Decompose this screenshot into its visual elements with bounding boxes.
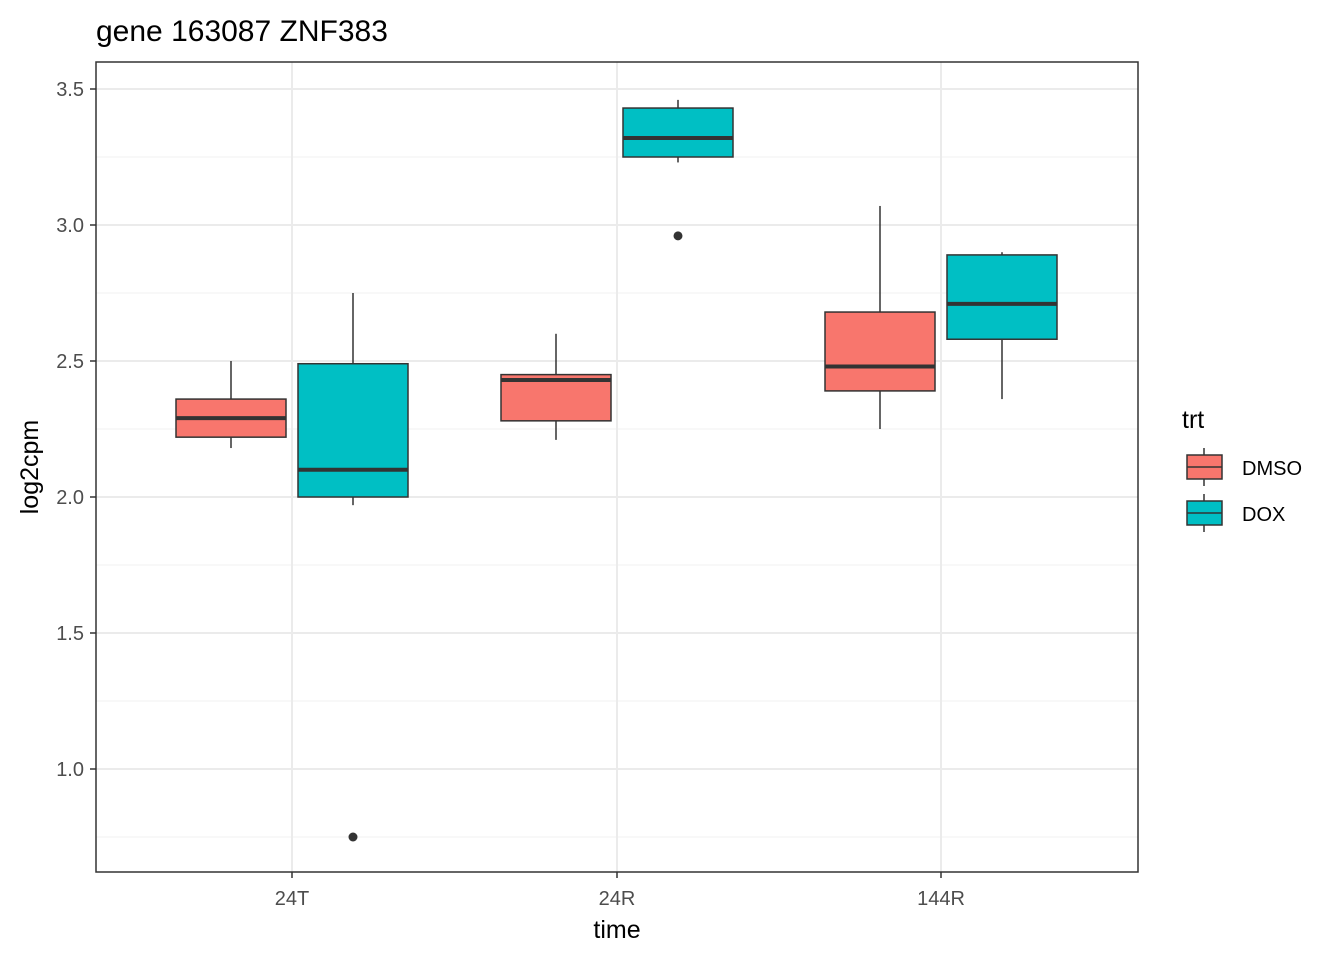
outlier-point [673,231,683,241]
x-tick-label: 144R [917,888,965,910]
y-tick-label: 3.0 [56,215,84,237]
outlier-point [348,832,358,842]
x-tick-label: 24T [275,888,309,910]
box-dmso-24t [175,361,287,449]
x-axis: 24T 24R 144R [275,872,965,910]
box-dox-24t [297,293,409,842]
legend-label-dmso: DMSO [1242,458,1302,480]
y-tick-label: 3.5 [56,79,84,101]
box-iqr [622,107,734,158]
legend-title: trt [1182,406,1204,434]
box-dmso-24r [500,333,612,440]
box-iqr [500,373,612,422]
y-tick-label: 2.5 [56,351,84,373]
box-iqr [946,254,1058,340]
box-iqr [297,362,409,498]
major-gridlines [96,62,1138,872]
box-dmso-144r [824,205,936,429]
box-dox-24r [622,99,734,241]
x-axis-title: time [593,916,640,944]
legend-key-dmso [1186,448,1223,486]
legend-key-dox [1186,494,1223,532]
legend-keys [1186,448,1223,532]
box-iqr [824,311,936,392]
legend: trt DMSO DOX [1182,406,1302,532]
legend-label-dox: DOX [1242,504,1285,526]
box-dox-144r [946,252,1058,400]
y-axis-title: log2cpm [16,420,44,515]
y-tick-label: 1.5 [56,623,84,645]
x-tick-label: 24R [599,888,636,910]
y-tick-label: 2.0 [56,487,84,509]
boxplots [175,99,1058,842]
chart-title: gene 163087 ZNF383 [96,15,388,48]
y-axis: 1.0 1.5 2.0 2.5 3.0 3.5 [56,79,96,781]
y-tick-label: 1.0 [56,759,84,781]
